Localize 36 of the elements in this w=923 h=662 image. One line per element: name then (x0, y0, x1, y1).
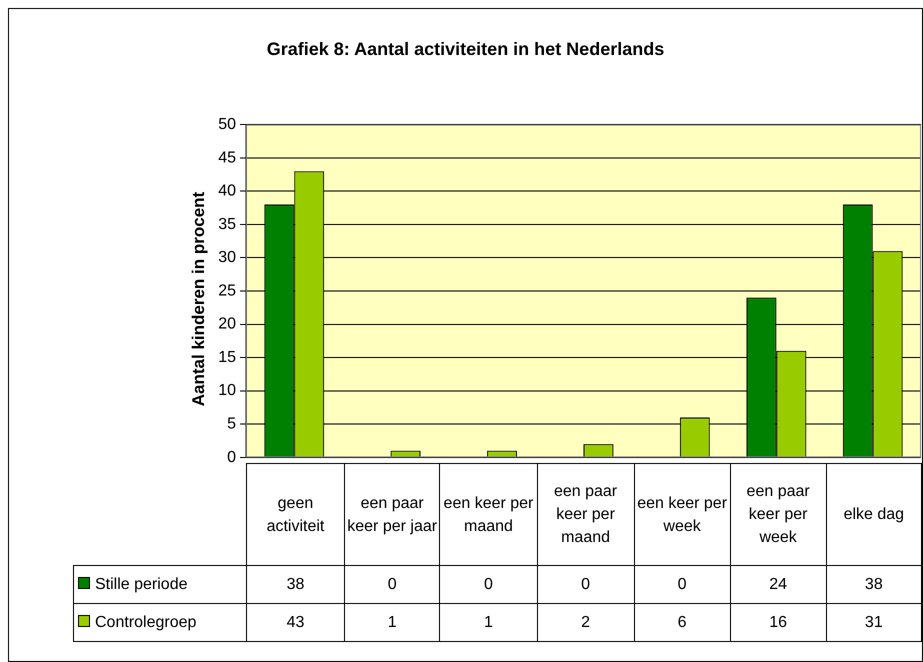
x-tick-label: een paar keer per jaar (344, 464, 440, 566)
y-tick-label: 40 (218, 182, 236, 200)
legend-label: Controlegroep (74, 604, 247, 642)
data-label: 43 (246, 604, 344, 642)
x-tick-label: een paar keer per week (730, 464, 826, 566)
y-tick-label: 0 (227, 448, 236, 466)
y-axis-title: Aantal kinderen in procent (189, 192, 209, 406)
y-tick-label: 10 (218, 382, 236, 400)
data-label: 24 (730, 566, 826, 604)
legend-label: Stille periode (74, 566, 247, 604)
data-label: 0 (440, 566, 538, 604)
data-label: 38 (826, 566, 922, 604)
x-tick-label: elke dag (826, 464, 922, 566)
y-tick-label: 5 (227, 416, 236, 433)
y-tick-label: 30 (218, 249, 236, 266)
data-label: 1 (440, 604, 538, 642)
data-label: 0 (537, 566, 634, 604)
x-tick-label: een keer per maand (440, 464, 538, 566)
data-label: 2 (537, 604, 634, 642)
data-label: 6 (634, 604, 730, 642)
chart-title: Grafiek 8: Aantal activiteiten in het Nederlands (266, 39, 666, 60)
x-tick-label: een keer per week (634, 464, 730, 566)
data-label: 1 (344, 604, 440, 642)
data-label: 38 (246, 566, 344, 604)
y-tick-label: 25 (218, 282, 236, 300)
y-tick-label: 15 (218, 348, 236, 366)
data-label: 0 (634, 566, 730, 604)
data-label: 0 (344, 566, 440, 604)
y-tick-label: 50 (218, 116, 236, 134)
data-label: 31 (826, 604, 922, 642)
x-tick-label: een paar keer per maand (537, 464, 634, 566)
x-tick-label: geen activiteit (246, 464, 344, 566)
y-tick-label: 35 (218, 216, 236, 233)
y-tick-label: 20 (218, 316, 236, 333)
data-label: 16 (730, 604, 826, 642)
y-tick-label: 45 (218, 149, 236, 166)
